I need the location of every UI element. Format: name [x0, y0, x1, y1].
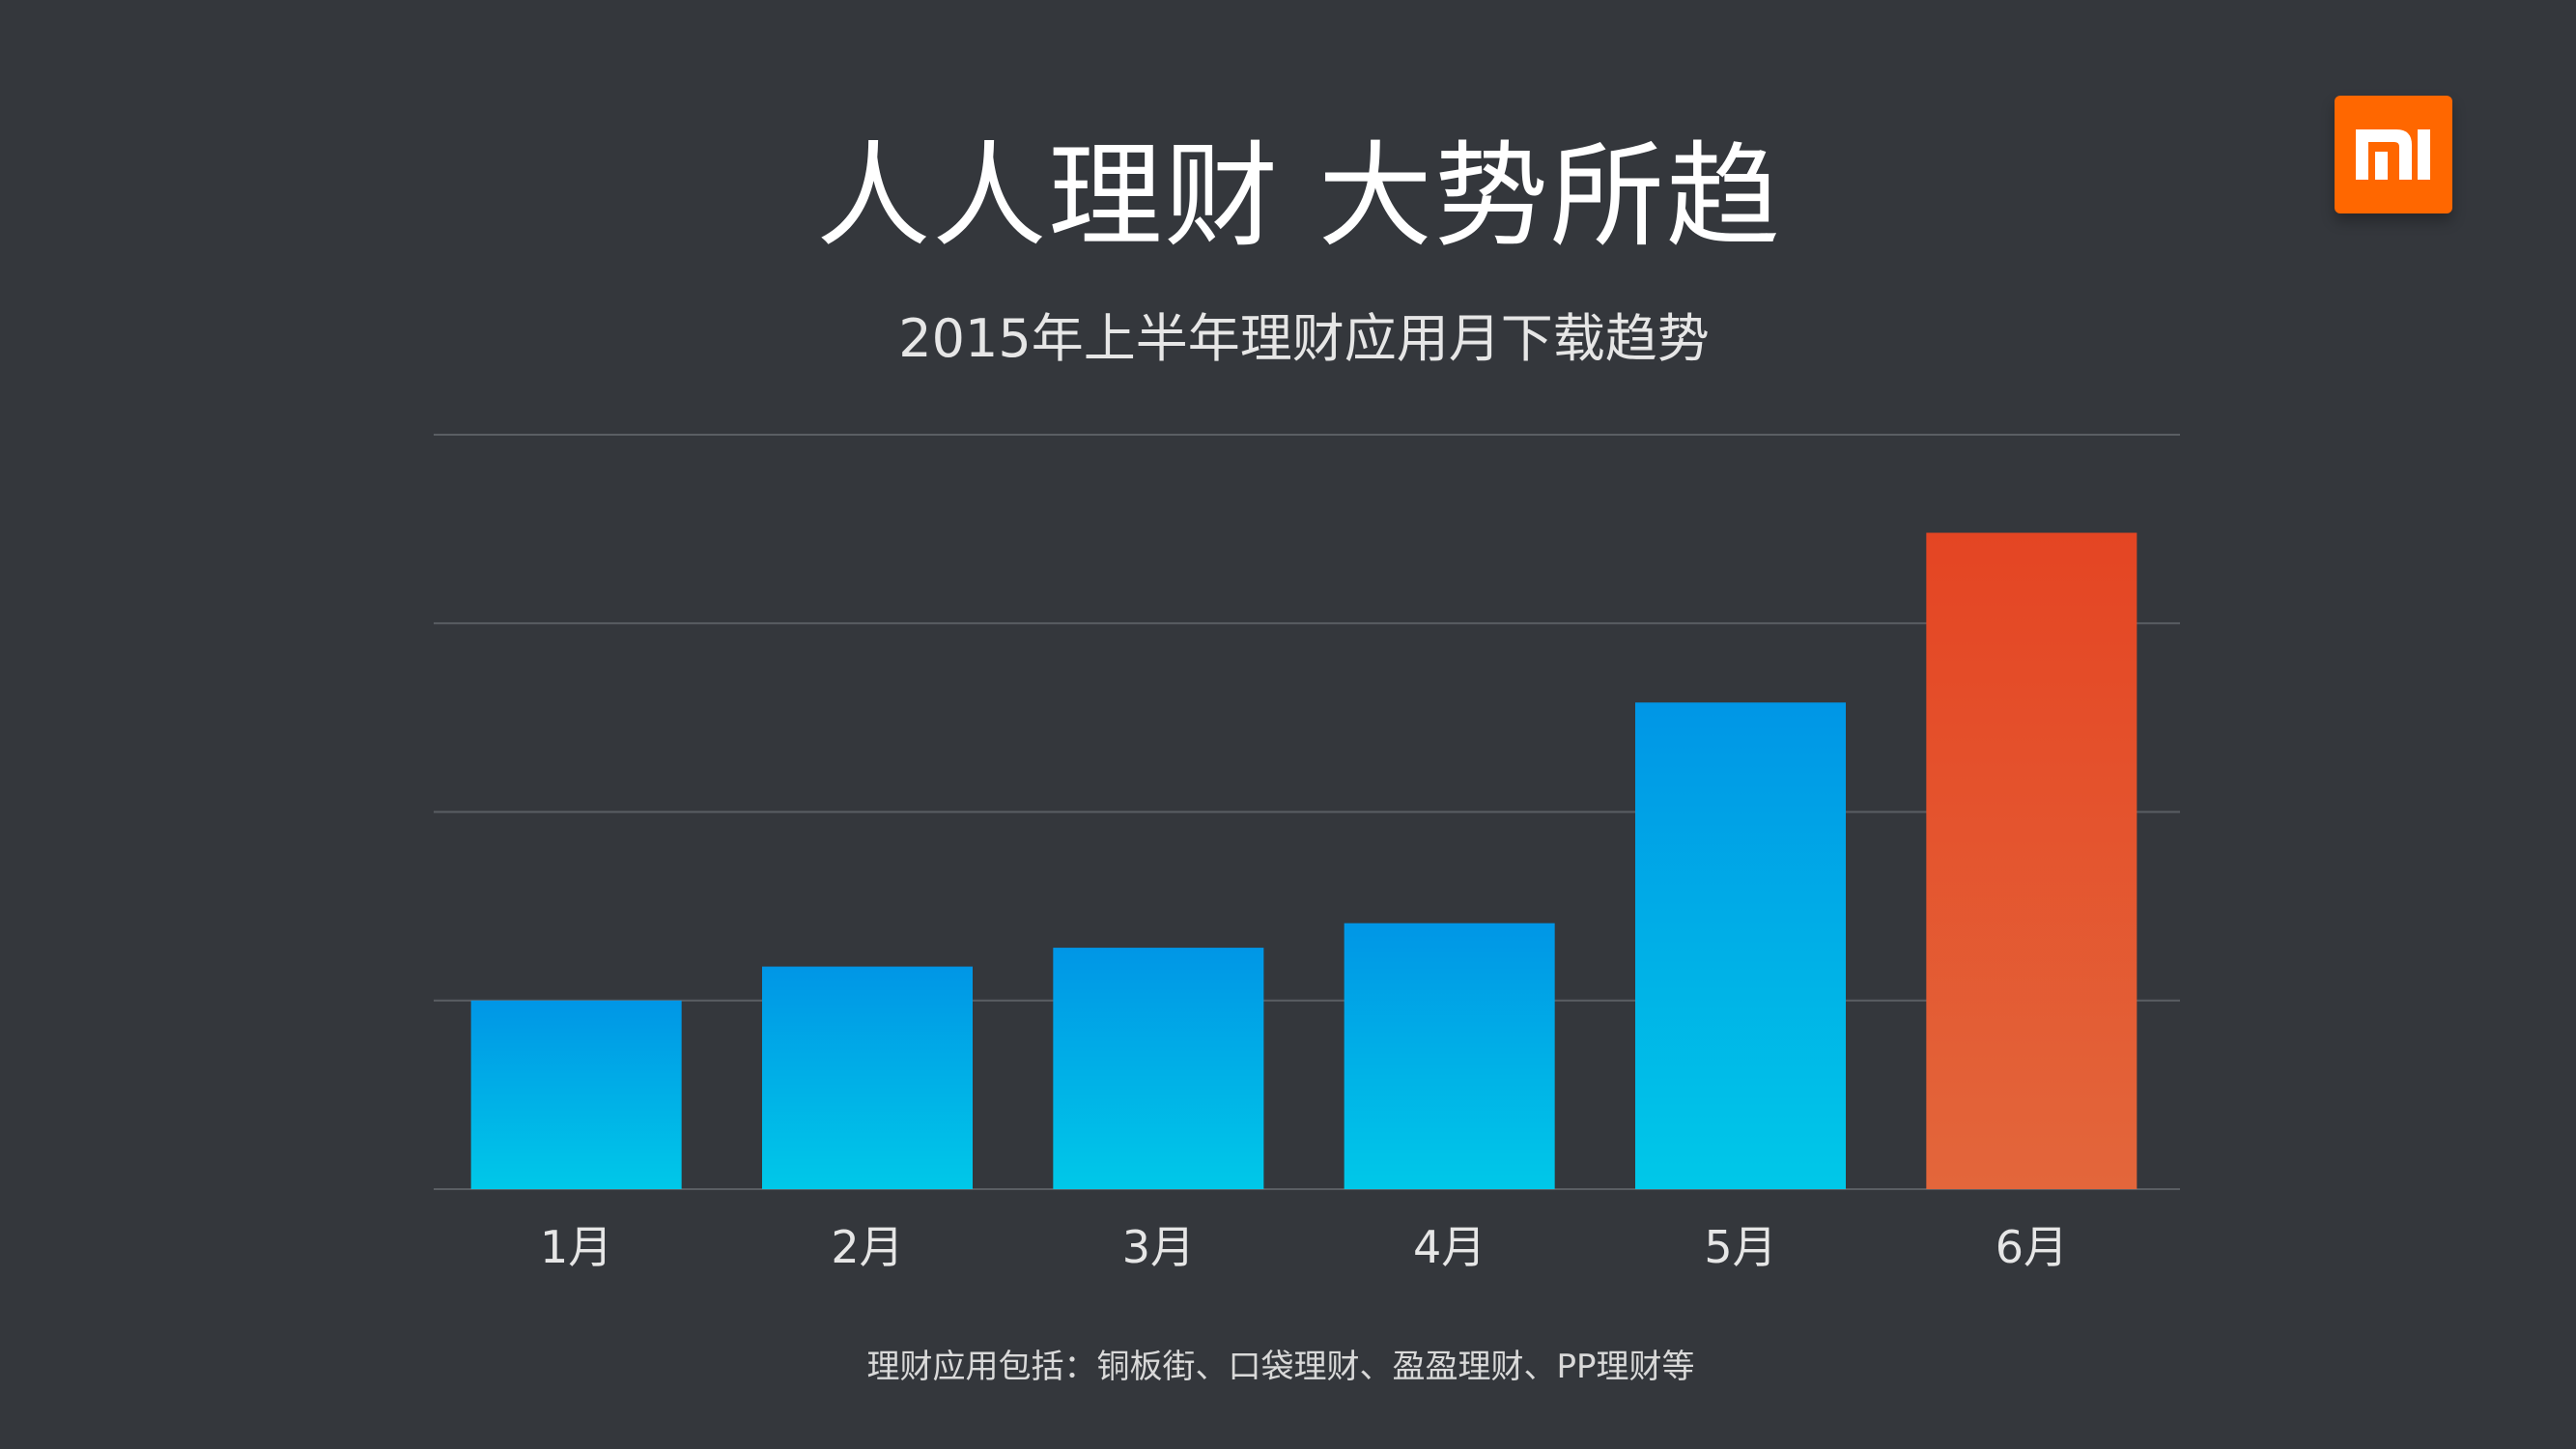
bar-2	[762, 966, 973, 1189]
page-title: 人人理财 大势所趋	[816, 129, 1782, 263]
bar-3	[1053, 948, 1264, 1189]
x-tick-label: 6月	[1996, 1221, 2068, 1273]
bars	[470, 532, 2137, 1189]
chart-subtitle: 2015年上半年理财应用月下载趋势	[898, 308, 1710, 369]
bar-4	[1344, 923, 1555, 1189]
gridlines	[434, 434, 2180, 1190]
bar-6	[1926, 532, 2137, 1189]
mi-logo-glyph	[2356, 129, 2430, 180]
x-tick-label: 2月	[831, 1221, 903, 1273]
x-tick-label: 1月	[540, 1221, 612, 1273]
x-tick-label: 4月	[1413, 1221, 1486, 1273]
mi-logo-icon	[2335, 96, 2452, 213]
bar-1	[470, 1000, 682, 1189]
bar-5	[1635, 702, 1846, 1189]
x-tick-labels: 1月 2月 3月 4月 5月 6月	[540, 1221, 2068, 1273]
footnote: 理财应用包括：铜板街、口袋理财、盈盈理财、PP理财等	[866, 1348, 1695, 1386]
x-tick-label: 5月	[1704, 1221, 1776, 1273]
x-tick-label: 3月	[1122, 1221, 1195, 1273]
